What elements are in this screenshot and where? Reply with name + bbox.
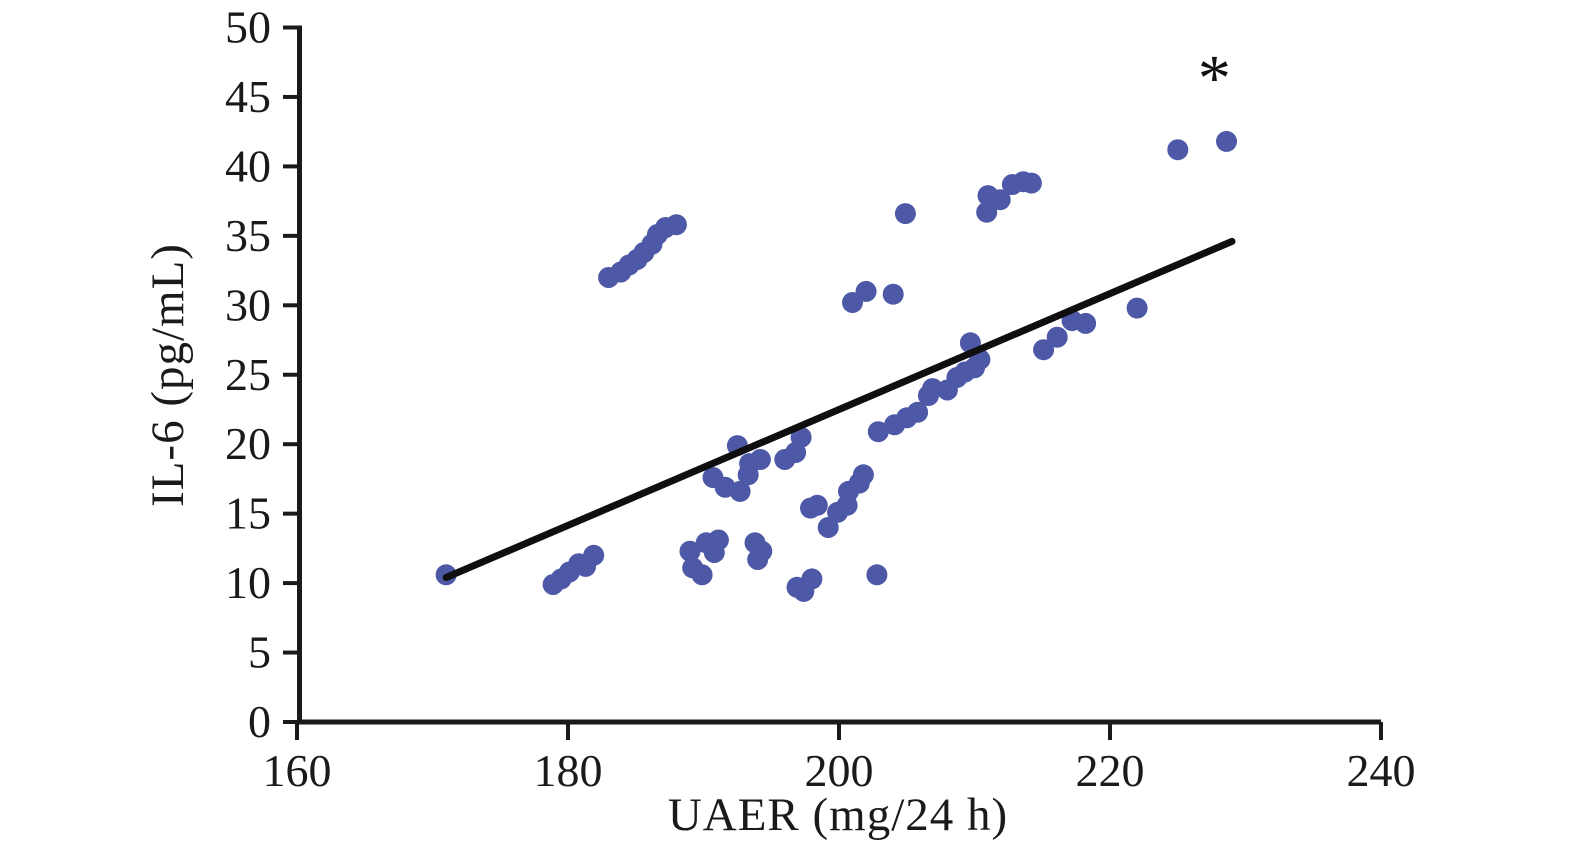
data-point (707, 529, 729, 551)
data-point (679, 540, 701, 562)
y-tick-label: 50 (225, 2, 271, 53)
y-tick-label: 5 (248, 627, 271, 678)
data-point (817, 517, 839, 538)
data-point (1033, 339, 1055, 361)
x-axis-title: UAER (mg/24 h) (667, 789, 1009, 841)
y-tick-label: 40 (225, 140, 271, 191)
data-point (1020, 172, 1042, 194)
data-point (866, 564, 888, 586)
data-point (749, 449, 771, 470)
y-tick-label: 15 (225, 488, 271, 539)
data-point (976, 201, 998, 223)
x-tick-label: 220 (1076, 745, 1145, 796)
data-point (1046, 326, 1068, 348)
data-point (855, 280, 877, 302)
y-tick-label: 25 (225, 349, 271, 400)
data-point (801, 568, 823, 590)
y-tick-label: 45 (225, 71, 271, 122)
data-point (894, 203, 916, 225)
y-tick-label: 35 (225, 210, 271, 261)
data-point (806, 494, 828, 516)
data-point (691, 564, 713, 586)
data-point (1075, 312, 1097, 334)
x-tick-label: 200 (805, 745, 874, 796)
data-point (852, 464, 874, 486)
data-point (790, 426, 812, 448)
y-tick-label: 30 (225, 279, 271, 330)
data-point (1126, 297, 1148, 319)
data-point (989, 189, 1011, 211)
data-point (882, 283, 904, 305)
data-point (1216, 130, 1237, 152)
y-tick-label: 0 (248, 696, 271, 747)
data-point (583, 544, 605, 566)
data-point (729, 480, 751, 502)
y-axis-title: IL-6 (pg/mL) (142, 243, 194, 507)
data-point (867, 421, 889, 443)
y-tick-label: 10 (225, 557, 271, 608)
x-tick-label: 240 (1347, 745, 1416, 796)
data-point (1167, 139, 1189, 161)
data-point (747, 549, 769, 570)
x-tick-label: 160 (263, 745, 332, 796)
data-point (907, 401, 929, 423)
y-tick-label: 20 (225, 418, 271, 469)
x-tick-label: 180 (534, 745, 603, 796)
data-point (665, 214, 687, 236)
trend-line (442, 237, 1236, 581)
